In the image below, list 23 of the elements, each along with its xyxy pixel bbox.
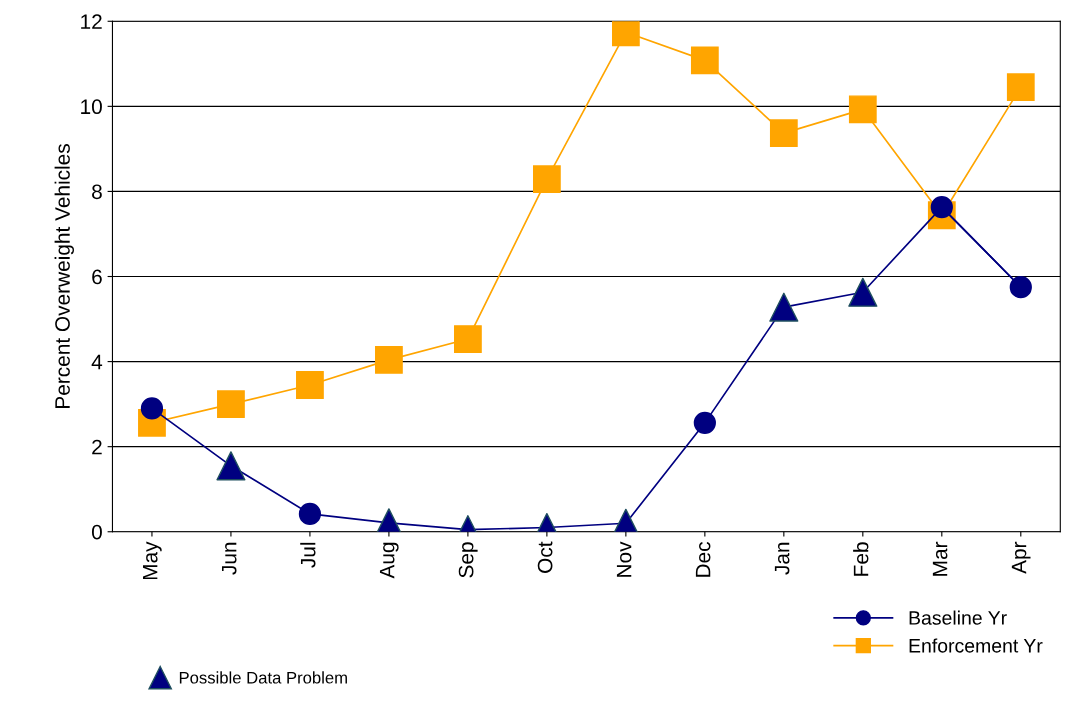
legend-label: Enforcement Yr <box>909 638 1043 653</box>
x-tick-label: May <box>143 541 162 580</box>
x-tick-label: Apr <box>1011 541 1031 574</box>
x-tick-label: Oct <box>537 541 553 573</box>
x-tick-label: Jul <box>300 542 316 568</box>
x-tick-label: Jan <box>774 542 790 575</box>
legend-label: Baseline Yr <box>909 610 1007 625</box>
y-tick-label: 0 <box>91 524 102 540</box>
y-tick-label: 10 <box>81 99 102 115</box>
x-tick-label: Jun <box>221 542 237 575</box>
y-axis-title: Percent Overweight Vehicles <box>54 144 75 408</box>
x-tick-label: Nov <box>616 541 632 577</box>
x-tick-label: Feb <box>853 542 869 576</box>
y-tick-label: 4 <box>91 354 103 370</box>
y-tick-label: 6 <box>92 269 102 285</box>
y-tick-label: 8 <box>92 184 102 200</box>
x-tick-label: Dec <box>695 542 711 577</box>
y-tick-label: 12 <box>81 14 102 29</box>
x-tick-label: Mar <box>932 541 948 576</box>
x-tick-label: Aug <box>379 542 399 579</box>
y-tick-label: 2 <box>92 439 102 455</box>
x-tick-label: Sep <box>458 542 478 578</box>
legend-label: Possible Data Problem <box>179 671 347 684</box>
